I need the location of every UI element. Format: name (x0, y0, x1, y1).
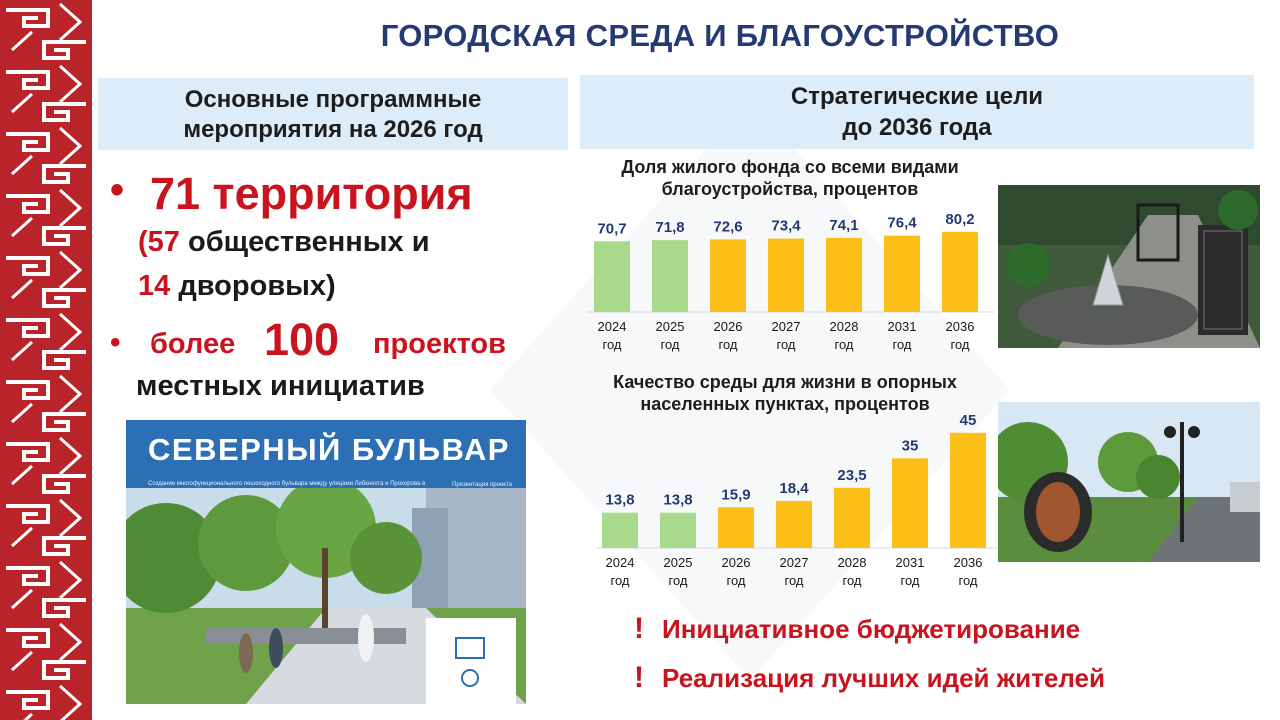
value-label-2026: 15,9 (721, 486, 750, 503)
bar-2031 (884, 235, 920, 312)
value-label-2027: 73,4 (771, 218, 801, 235)
living-environment-chart: 13,8 2024 год 13,8 2025 год 15,9 2026 год 18,4 202… (596, 412, 1000, 588)
chart-2-title: Качество среды для жизни в опорных насел… (570, 371, 1000, 415)
public-territory-count: 57 (147, 226, 180, 258)
right-heading-line1: Стратегические цели (790, 83, 1044, 110)
tick-year-2024: 2024 (606, 555, 635, 570)
value-label-2027: 18,4 (779, 480, 809, 497)
bar-2036 (950, 432, 986, 548)
tick-year-2031: 2031 (888, 319, 917, 334)
tick-unit-2028: год (843, 573, 862, 588)
value-label-2024: 70,7 (597, 220, 626, 237)
territory-breakdown-line1: (57 общественных и (138, 226, 430, 259)
tick-unit-2031: год (901, 573, 920, 588)
left-heading-line2: мероприятия на 2026 год (183, 116, 483, 143)
tick-unit-2025: год (669, 573, 688, 588)
exclamation-icon: ! (634, 612, 644, 645)
territory-breakdown-line2: 14 дворовых) (138, 270, 336, 303)
decorative-ornament-border (0, 0, 92, 720)
tick-year-2028: 2028 (830, 319, 859, 334)
tick-unit-2031: год (893, 337, 912, 352)
projects-description: местных инициатив (136, 370, 425, 402)
tick-unit-2024: год (611, 573, 630, 588)
chart-1-title: Доля жилого фонда со всеми видами благоу… (580, 156, 1000, 200)
alert-best-ideas: ! Реализация лучших идей жителей (634, 661, 1105, 695)
boulevard-rendering-image (126, 488, 526, 704)
tick-year-2025: 2025 (664, 555, 693, 570)
tick-year-2025: 2025 (656, 319, 685, 334)
left-heading-line1: Основные программные (184, 86, 482, 113)
projects-count: 100 (264, 314, 340, 365)
territory-count: 71 территория (150, 168, 473, 219)
bar-2036 (942, 231, 978, 312)
chart-1-title-line1: Доля жилого фонда со всеми видами (621, 157, 959, 177)
exclamation-icon: ! (634, 661, 644, 694)
bullet-1-dot: • (110, 168, 125, 212)
boulevard-project-card: СЕВЕРНЫЙ БУЛЬВАР Создание многофункциона… (126, 420, 526, 704)
value-label-2031: 76,4 (887, 215, 917, 232)
bar-2024 (602, 512, 638, 548)
bar-2026 (710, 239, 746, 312)
value-label-2028: 23,5 (837, 467, 866, 484)
value-label-2031: 35 (902, 437, 919, 454)
value-label-2028: 74,1 (829, 217, 858, 234)
tick-unit-2026: год (727, 573, 746, 588)
tick-unit-2024: год (603, 337, 622, 352)
value-label-2036: 80,2 (945, 211, 974, 228)
bar-2031 (892, 458, 928, 548)
chart-2-title-line2: населенных пунктах, процентов (640, 394, 930, 414)
tick-unit-2036: год (959, 573, 978, 588)
bar-2027 (768, 238, 804, 312)
alert-text-2: Реализация лучших идей жителей (662, 663, 1105, 693)
tick-unit-2036: год (951, 337, 970, 352)
bar-2024 (594, 241, 630, 312)
park-swing-photo (998, 185, 1260, 348)
bar-2027 (776, 500, 812, 548)
tick-year-2027: 2027 (772, 319, 801, 334)
tick-year-2036: 2036 (946, 319, 975, 334)
paren-open: ( (138, 226, 148, 258)
chart-1-title-line2: благоустройства, процентов (661, 179, 919, 199)
boulevard-note: Презентация проекта (452, 482, 512, 488)
tick-year-2031: 2031 (896, 555, 925, 570)
bar-2028 (834, 487, 870, 548)
public-territory-label: общественных и (179, 226, 430, 258)
bar-2026 (718, 507, 754, 548)
right-heading-line2: до 2036 года (842, 114, 992, 141)
value-label-2036: 45 (960, 412, 977, 429)
bar-2025 (652, 240, 688, 312)
value-label-2025: 13,8 (663, 492, 692, 509)
yard-territory-count: 14 (138, 270, 171, 302)
value-label-2025: 71,8 (655, 219, 684, 236)
tick-year-2028: 2028 (838, 555, 867, 570)
tick-unit-2027: год (785, 573, 804, 588)
alert-initiative-budgeting: ! Инициативное бюджетирование (634, 612, 1080, 646)
tick-unit-2027: год (777, 337, 796, 352)
projects-suffix: проектов (373, 328, 506, 360)
boulevard-title: СЕВЕРНЫЙ БУЛЬВАР (148, 432, 510, 467)
chart-2-title-line1: Качество среды для жизни в опорных (613, 372, 957, 392)
tick-year-2024: 2024 (598, 319, 627, 334)
yard-territory-label: дворовых) (170, 270, 336, 302)
tick-year-2036: 2036 (954, 555, 983, 570)
tick-unit-2026: год (719, 337, 738, 352)
right-section-heading: Стратегические цели до 2036 года (580, 75, 1254, 149)
bullet-2-dot: • (110, 326, 121, 359)
value-label-2026: 72,6 (713, 218, 742, 235)
housing-improvement-chart: 70,7 2024 год 71,8 2025 год 72,6 2026 год 73,4 202… (588, 211, 994, 352)
park-bench-photo (998, 402, 1260, 562)
page-title: ГОРОДСКАЯ СРЕДА И БЛАГОУСТРОЙСТВО (380, 18, 1060, 53)
tick-year-2026: 2026 (714, 319, 743, 334)
bar-2028 (826, 237, 862, 312)
value-label-2024: 13,8 (605, 492, 634, 509)
tick-unit-2025: год (661, 337, 680, 352)
tick-year-2027: 2027 (780, 555, 809, 570)
projects-prefix: более (150, 328, 236, 360)
tick-unit-2028: год (835, 337, 854, 352)
tick-year-2026: 2026 (722, 555, 751, 570)
bar-2025 (660, 512, 696, 548)
left-section-heading: Основные программные мероприятия на 2026… (98, 78, 568, 150)
alert-text-1: Инициативное бюджетирование (662, 614, 1081, 644)
